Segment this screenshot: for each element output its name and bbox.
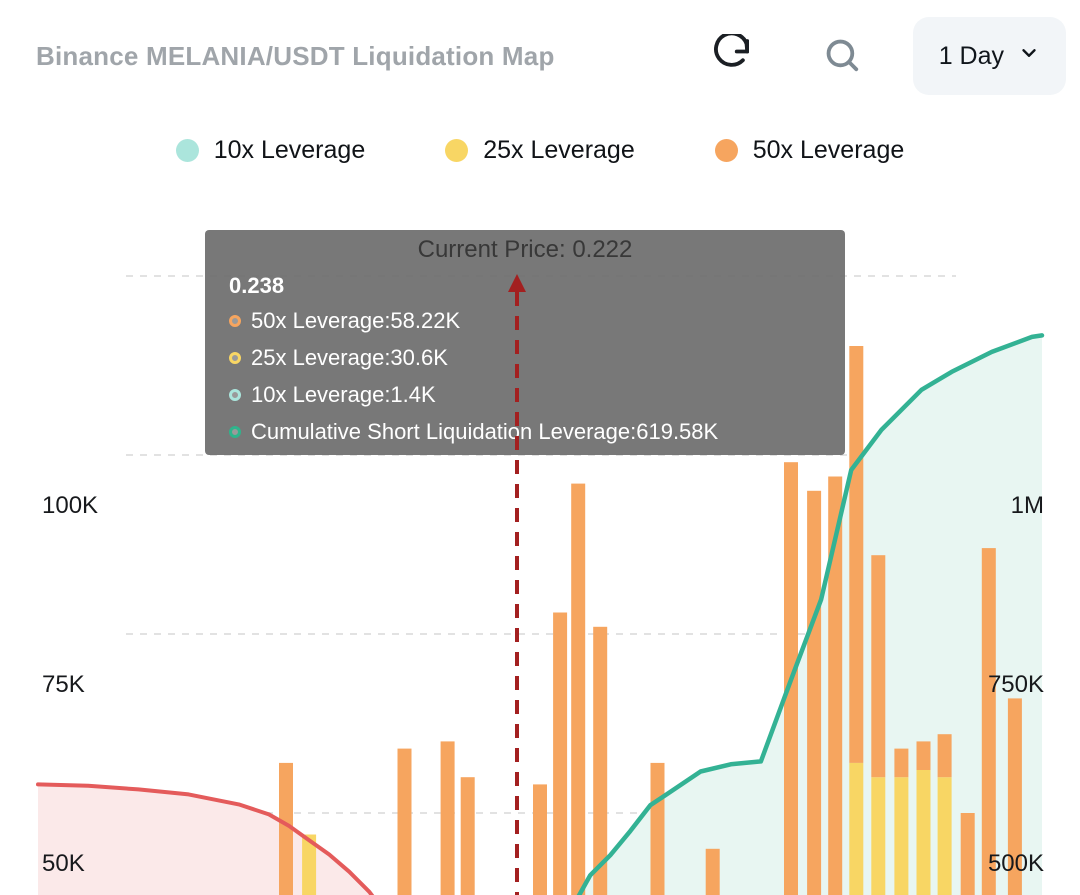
page-title: Binance MELANIA/USDT Liquidation Map: [36, 40, 555, 71]
tooltip-dot-10x-icon: [229, 388, 241, 401]
chevron-down-icon: [1018, 42, 1040, 71]
legend-dot-25x-icon: [445, 139, 469, 162]
search-icon: [823, 36, 861, 77]
left-axis-tick: 100K: [42, 492, 99, 519]
legend-item-50x[interactable]: 50x Leverage: [714, 136, 905, 165]
left-axis-tick: 50K: [42, 850, 85, 877]
left-axis-tick: 75K: [42, 671, 85, 698]
liquidation-chart[interactable]: 100K 75K 50K 25K 1M 750K 500K 250K Curre…: [0, 230, 1080, 895]
tooltip-dot-50x-icon: [229, 314, 241, 327]
refresh-icon: [707, 30, 749, 79]
tooltip-dot-cumulative-icon: [229, 425, 241, 438]
tooltip-dot-25x-icon: [229, 351, 241, 364]
tooltip-row-25x: 25x Leverage:30.6K: [229, 339, 845, 376]
timeframe-selected-label: 1 Day: [938, 41, 1004, 70]
chart-tooltip: Current Price: 0.222 0.238 50x Leverage:…: [205, 230, 845, 455]
liquidation-chart-svg[interactable]: [0, 230, 1080, 895]
tooltip-row-cumulative: Cumulative Short Liquidation Leverage:61…: [229, 413, 845, 450]
legend-item-10x[interactable]: 10x Leverage: [175, 136, 366, 165]
current-price-arrow-icon: [507, 274, 526, 292]
legend-label-50x: 50x Leverage: [752, 136, 905, 164]
current-price-line: [514, 292, 519, 895]
legend-label-25x: 25x Leverage: [483, 136, 635, 164]
timeframe-dropdown[interactable]: 1 Day: [912, 17, 1066, 95]
right-axis-tick: 500K: [987, 850, 1044, 877]
legend-dot-10x-icon: [175, 139, 199, 162]
tooltip-label-25x: 25x Leverage:30.6K: [251, 344, 448, 370]
legend: 10x Leverage 25x Leverage 50x Leverage: [0, 136, 1080, 165]
right-axis-tick: 750K: [987, 671, 1044, 698]
search-button[interactable]: [817, 30, 867, 83]
header: Binance MELANIA/USDT Liquidation Map 1 D…: [0, 10, 1080, 102]
legend-label-10x: 10x Leverage: [213, 136, 366, 164]
refresh-button[interactable]: [701, 28, 755, 85]
legend-dot-50x-icon: [714, 139, 738, 162]
tooltip-row-50x: 50x Leverage:58.22K: [229, 302, 845, 339]
tooltip-row-10x: 10x Leverage:1.4K: [229, 376, 845, 413]
tooltip-label-10x: 10x Leverage:1.4K: [251, 381, 436, 407]
current-price-label: Current Price: 0.222: [417, 236, 633, 263]
tooltip-label-cumulative: Cumulative Short Liquidation Leverage:61…: [251, 418, 719, 444]
legend-item-25x[interactable]: 25x Leverage: [445, 136, 635, 165]
right-axis-tick: 1M: [1010, 492, 1044, 519]
tooltip-label-50x: 50x Leverage:58.22K: [251, 307, 461, 333]
tooltip-price-level: 0.238: [229, 273, 285, 298]
